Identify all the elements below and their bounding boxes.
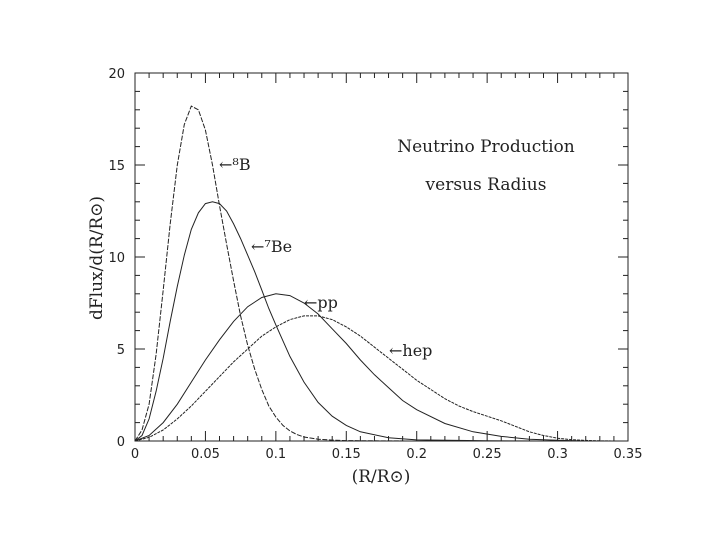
series-line-8b <box>134 105 488 442</box>
y-axis-label: dFlux/d(R/R⊙) <box>87 196 107 320</box>
y-tick-label: 20 <box>108 67 125 82</box>
series-label-8b: ←⁸B <box>219 155 251 174</box>
x-tick-label: 0.3 <box>547 447 568 462</box>
x-tick-label: 0.15 <box>332 447 361 462</box>
x-axis-label: (R/R⊙) <box>352 467 411 487</box>
x-tick-label: 0.25 <box>473 447 502 462</box>
series-label-hep: ←hep <box>389 341 432 360</box>
series-line-hep <box>134 315 614 442</box>
y-tick-label: 5 <box>117 343 125 358</box>
x-tick-labels: 0 0.05 0.1 0.15 0.2 0.25 0.3 0.35 <box>131 447 643 462</box>
chart-subtitle: versus Radius <box>425 175 547 195</box>
series-line-pp <box>134 293 586 442</box>
x-tick-label: 0 <box>131 447 139 462</box>
series-group <box>134 105 614 442</box>
y-tick-label: 10 <box>108 251 125 266</box>
y-tick-label: 15 <box>108 159 125 174</box>
series-label-7be: ←⁷Be <box>251 237 292 256</box>
series-line-7be <box>134 201 558 442</box>
series-labels: ←⁸B ←⁷Be ←pp ←hep <box>219 155 432 360</box>
x-tick-label: 0.05 <box>191 447 220 462</box>
y-tick-labels: 0 5 10 15 20 <box>108 67 125 450</box>
series-label-pp: ←pp <box>304 293 338 312</box>
axis-ticks <box>134 72 629 442</box>
y-tick-label: 0 <box>117 435 125 450</box>
chart-title: Neutrino Production <box>397 137 575 157</box>
plot-frame <box>134 72 629 442</box>
x-tick-label: 0.2 <box>406 447 427 462</box>
x-tick-label: 0.35 <box>614 447 643 462</box>
x-tick-label: 0.1 <box>266 447 287 462</box>
